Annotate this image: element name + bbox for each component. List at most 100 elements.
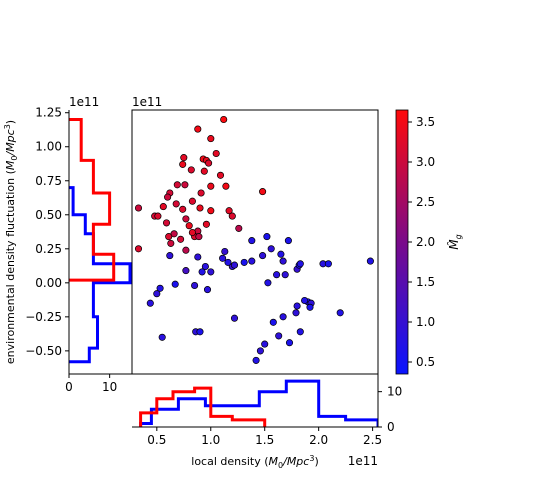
y-tick-label: 0.25 (35, 242, 62, 256)
bottom-histogram-panel: 0.5 1.0 1.5 2.0 2.5 0 10 1e11 local density (… (132, 374, 402, 470)
x-tick-label: 2.5 (363, 433, 382, 447)
scatter-point (207, 207, 215, 215)
colorbar-tick-label: 0.5 (416, 355, 435, 369)
scatter-point (248, 257, 256, 265)
scatter-point (134, 245, 143, 253)
scatter-point (285, 339, 294, 347)
scatter-point (162, 219, 171, 227)
scatter-point (235, 224, 243, 232)
scatter-point (167, 239, 175, 247)
scatter-point (207, 268, 215, 276)
scatter-point (292, 309, 300, 317)
scatter-point (194, 253, 202, 261)
scatter-point (203, 286, 212, 294)
scatter-point (275, 332, 283, 340)
scatter-point (284, 237, 292, 245)
colorbar-tick-label: 1.5 (416, 275, 435, 289)
scatter-points (134, 115, 374, 364)
scatter-point (252, 356, 260, 364)
scatter-point (179, 160, 187, 168)
scatter-point (207, 135, 215, 143)
scatter-point (170, 230, 178, 238)
scatter-point (201, 262, 209, 271)
y-axis-ticks: 1.25 1.00 0.75 0.50 0.25 0.00 −0.25 −0.50 (25, 106, 69, 358)
scatter-point (159, 203, 167, 211)
scatter-point (197, 189, 205, 197)
colorbar-tick-label: 3.5 (416, 115, 435, 129)
left-hist-x-ticks: 0 10 (65, 374, 117, 394)
scatter-point (259, 188, 267, 196)
scatter-point (216, 171, 225, 179)
scatter-point (154, 212, 162, 220)
bottom-hist-y-ticks: 0 10 (378, 385, 402, 434)
bottom-hist-y-tick-label: 10 (387, 385, 402, 399)
scatter-point (182, 215, 190, 223)
scatter-point (366, 257, 374, 265)
scatter-point (185, 222, 193, 230)
colorbar-ticks: 0.5 1.0 1.5 2.0 2.5 3.0 3.5 (408, 115, 435, 369)
colorbar: 0.5 1.0 1.5 2.0 2.5 3.0 3.5 M̂g (395, 109, 463, 375)
scatter-point (296, 260, 304, 268)
left-hist-x-tick-label: 0 (65, 380, 73, 394)
bottom-histogram-bars (139, 379, 378, 427)
scatter-point (188, 197, 196, 205)
scatter-point (301, 296, 309, 305)
scatter-point (222, 182, 230, 190)
scatter-point (221, 247, 229, 256)
scatter-point (146, 299, 154, 307)
scatter-point (324, 260, 332, 268)
scatter-point (279, 257, 287, 265)
bottom-hist-y-tick-label: 0 (387, 420, 395, 434)
scatter-point (202, 220, 210, 228)
scatter-point (188, 228, 196, 237)
scatter-point (181, 181, 189, 189)
x-axis-label: local density (M0/Mpc3) (191, 454, 318, 470)
x-tick-label: 2.0 (309, 433, 328, 447)
scatter-point (200, 167, 208, 175)
scatter-point (173, 181, 181, 189)
y-tick-label: −0.25 (25, 310, 62, 324)
y-tick-label: 1.00 (35, 140, 62, 154)
scatter-point (296, 328, 304, 336)
scatter-point (281, 271, 289, 279)
scatter-point (171, 280, 179, 288)
scatter-point (219, 254, 227, 262)
left-hist-y-scale-label: 1e11 (69, 95, 99, 109)
bottom-hist-blue-step (139, 379, 378, 427)
scatter-point (212, 149, 220, 158)
colorbar-gradient (395, 109, 409, 375)
scatter-point (158, 333, 166, 341)
y-tick-label: 0.50 (35, 208, 62, 222)
left-hist-blue-step (69, 186, 132, 364)
scatter-point (248, 237, 256, 245)
scatter-point (279, 313, 287, 321)
x-axis-ticks: 0.5 1.0 1.5 2.0 2.5 (147, 427, 382, 447)
main-x-scale-label: 1e11 (132, 95, 162, 109)
bottom-hist-red-step (139, 386, 267, 427)
scatter-point (177, 235, 185, 243)
scatter-point (228, 212, 236, 220)
scatter-point (165, 233, 173, 241)
scatter-point (336, 309, 344, 317)
scatter-point (273, 271, 281, 279)
scatter-point (207, 182, 215, 190)
scatter-point (261, 340, 269, 348)
bottom-x-scale-label: 1e11 (348, 454, 378, 468)
scatter-point (187, 166, 195, 174)
colorbar-tick-label: 3.0 (416, 155, 435, 169)
scatter-point (179, 205, 187, 213)
y-axis-label: environmental density fluctuation (M0/Mp… (3, 120, 19, 364)
scatter-point (182, 267, 190, 275)
scatter-point (196, 204, 204, 212)
scatter-point (156, 284, 164, 292)
left-hist-x-tick-label: 10 (102, 380, 117, 394)
scatter-point (230, 261, 239, 269)
scatter-point (277, 250, 285, 258)
y-tick-label: −0.50 (25, 344, 62, 358)
y-tick-label: 1.25 (35, 106, 62, 120)
colorbar-label: M̂g (447, 234, 463, 249)
scatter-point (269, 318, 277, 326)
scatter-point (224, 258, 232, 266)
main-scatter-panel: 1e11 (131, 95, 379, 375)
